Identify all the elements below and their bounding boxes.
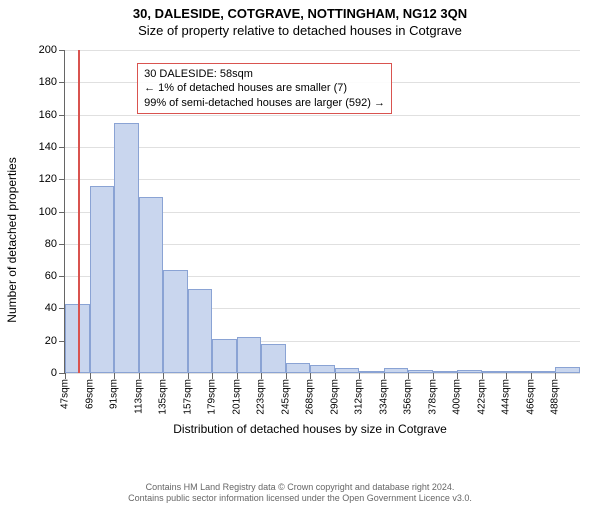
y-tick-label: 80 <box>45 238 57 250</box>
x-tick-label: 356sqm <box>403 379 414 415</box>
x-tick-label: 135sqm <box>158 379 169 415</box>
y-tick-label: 160 <box>39 109 57 121</box>
plot-area: 02040608010012014016018020047sqm69sqm91s… <box>64 50 580 374</box>
chart-container: Number of detached properties 0204060801… <box>36 50 584 430</box>
x-tick-label: 444sqm <box>501 379 512 415</box>
y-tick <box>59 276 65 277</box>
page-title: 30, DALESIDE, COTGRAVE, NOTTINGHAM, NG12… <box>0 6 600 21</box>
gridline <box>65 147 580 148</box>
y-tick-label: 40 <box>45 302 57 314</box>
page-subtitle: Size of property relative to detached ho… <box>0 23 600 38</box>
y-tick <box>59 50 65 51</box>
annotation-line: ← 1% of detached houses are smaller (7) <box>144 81 385 95</box>
y-tick-label: 20 <box>45 335 57 347</box>
x-tick-label: 69sqm <box>84 379 95 409</box>
histogram-bar <box>188 289 213 373</box>
x-tick-label: 47sqm <box>60 379 71 409</box>
y-tick <box>59 147 65 148</box>
y-tick-label: 200 <box>39 44 57 56</box>
x-tick-label: 334sqm <box>378 379 389 415</box>
histogram-bar <box>555 367 580 373</box>
y-tick-label: 60 <box>45 270 57 282</box>
y-tick-label: 180 <box>39 76 57 88</box>
x-tick-label: 201sqm <box>231 379 242 415</box>
histogram-bar <box>310 365 335 373</box>
histogram-bar <box>359 371 384 373</box>
histogram-bar <box>286 363 311 373</box>
x-axis-label: Distribution of detached houses by size … <box>173 422 447 436</box>
histogram-bar <box>163 270 188 373</box>
y-tick-label: 140 <box>39 141 57 153</box>
gridline <box>65 115 580 116</box>
y-tick <box>59 179 65 180</box>
x-tick-label: 91sqm <box>109 379 120 409</box>
x-tick-label: 290sqm <box>329 379 340 415</box>
x-tick-label: 312sqm <box>354 379 365 415</box>
annotation-line: 99% of semi-detached houses are larger (… <box>144 96 385 110</box>
histogram-bar <box>433 371 458 373</box>
x-tick-label: 268sqm <box>305 379 316 415</box>
footer-line2: Contains public sector information licen… <box>0 493 600 504</box>
gridline <box>65 373 580 374</box>
histogram-bar <box>139 197 164 373</box>
histogram-bar <box>114 123 139 373</box>
x-tick-label: 245sqm <box>280 379 291 415</box>
footer-line1: Contains HM Land Registry data © Crown c… <box>0 482 600 493</box>
histogram-bar <box>261 344 286 373</box>
x-tick-label: 157sqm <box>182 379 193 415</box>
x-tick-label: 378sqm <box>427 379 438 415</box>
x-tick-label: 466sqm <box>525 379 536 415</box>
histogram-bar <box>408 370 433 373</box>
y-axis-label: Number of detached properties <box>5 157 19 322</box>
histogram-bar <box>237 337 262 373</box>
x-tick-label: 400sqm <box>452 379 463 415</box>
y-tick-label: 100 <box>39 206 57 218</box>
reference-line <box>78 50 80 373</box>
x-tick-label: 179sqm <box>207 379 218 415</box>
y-tick-label: 120 <box>39 173 57 185</box>
x-tick-label: 113sqm <box>133 379 144 414</box>
y-tick-label: 0 <box>51 367 57 379</box>
x-tick-label: 223sqm <box>256 379 267 415</box>
histogram-bar <box>212 339 237 373</box>
gridline <box>65 50 580 51</box>
histogram-bar <box>506 371 531 373</box>
x-tick-label: 488sqm <box>550 379 561 415</box>
y-tick <box>59 212 65 213</box>
y-tick <box>59 82 65 83</box>
y-tick <box>59 115 65 116</box>
histogram-bar <box>335 368 360 373</box>
gridline <box>65 179 580 180</box>
histogram-bar <box>457 370 482 373</box>
histogram-bar <box>90 186 115 373</box>
x-tick-label: 422sqm <box>476 379 487 415</box>
histogram-bar <box>384 368 409 373</box>
annotation-box: 30 DALESIDE: 58sqm← 1% of detached house… <box>137 63 392 114</box>
histogram-bar <box>531 371 556 373</box>
y-tick <box>59 244 65 245</box>
footer-attribution: Contains HM Land Registry data © Crown c… <box>0 482 600 504</box>
annotation-line: 30 DALESIDE: 58sqm <box>144 67 385 81</box>
histogram-bar <box>482 371 507 373</box>
